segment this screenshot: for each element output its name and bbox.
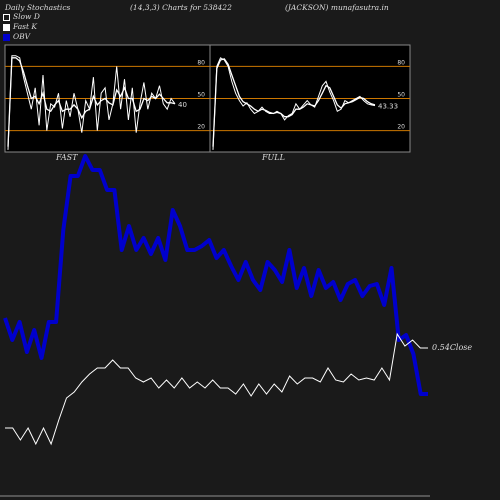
legend-fast-k-label: Fast K <box>13 22 38 31</box>
fast-series-slow-d <box>7 57 176 147</box>
full-tick-80: 80 <box>397 59 405 66</box>
legend-obv-label: OBV <box>13 32 31 41</box>
full-panel-label: FULL <box>262 153 285 162</box>
full-tick-50: 50 <box>397 92 405 99</box>
legend-slow-d-swatch <box>3 14 10 21</box>
fast-tick-80: 80 <box>197 59 205 66</box>
full-last-value: 43.33 <box>378 103 398 111</box>
legend-slow-d-label: Slow D <box>13 12 40 21</box>
price-series-line <box>5 332 428 446</box>
fast-tick-50: 50 <box>197 92 205 99</box>
chart-symbol: (JACKSON) munafasutra.in <box>285 3 389 12</box>
full-tick-20: 20 <box>397 124 405 131</box>
fast-last-value: 40 <box>178 101 187 109</box>
fast-panel-label: FAST <box>56 153 78 162</box>
fast-series-fast-k <box>7 55 176 150</box>
legend-obv-swatch <box>3 34 10 41</box>
chart-params: (14,3,3) Charts for 538422 <box>130 3 232 12</box>
chart-title: Daily Stochastics <box>5 3 71 12</box>
obv-series-line <box>3 154 428 396</box>
fast-tick-20: 20 <box>197 124 205 131</box>
close-label: 0.54Close <box>432 343 473 352</box>
legend-fast-k-swatch <box>3 24 10 31</box>
full-series-full-d <box>212 58 376 147</box>
